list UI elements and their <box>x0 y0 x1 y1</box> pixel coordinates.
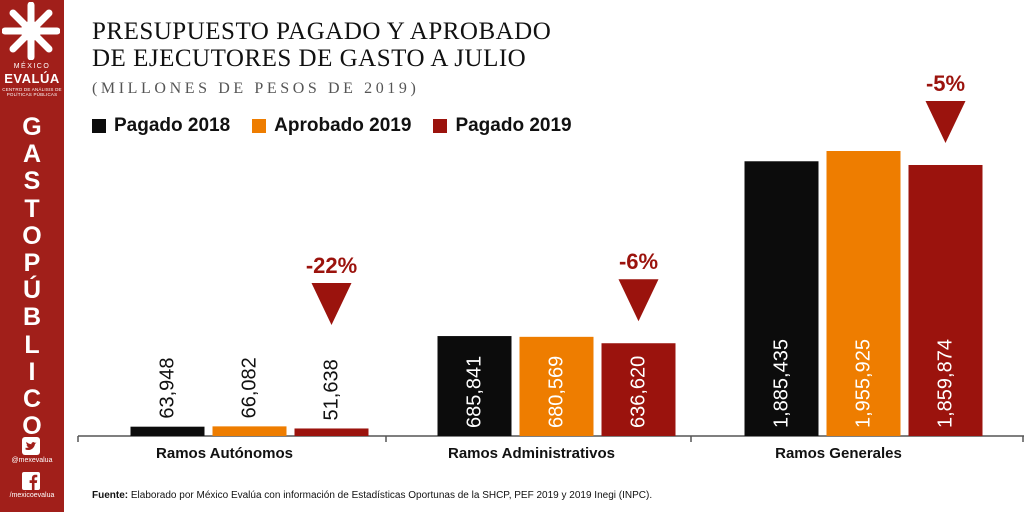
bar <box>519 336 594 436</box>
facebook-icon[interactable] <box>22 472 40 490</box>
data-label: 63,948 <box>157 358 179 419</box>
sidebar: MÉXICO EVALÚA CENTRO DE ANÁLISIS DE POLÍ… <box>0 0 64 512</box>
bar <box>212 426 287 436</box>
twitter-handle[interactable]: @mexevalua <box>11 457 53 464</box>
vertical-title-letter: S <box>23 167 41 196</box>
category-label: Ramos Administrativos <box>448 445 615 462</box>
vertical-title-letter: I <box>28 357 36 386</box>
legend: Pagado 2018 Aprobado 2019 Pagado 2019 <box>92 115 594 137</box>
vertical-title-letter: T <box>24 194 40 223</box>
legend-swatch <box>92 119 106 133</box>
change-label: -5% <box>926 71 965 96</box>
source-note: Fuente: Elaborado por México Evalúa con … <box>92 490 652 501</box>
vertical-title-letter: Ú <box>22 276 42 305</box>
vertical-title-letter: O <box>22 221 42 250</box>
vertical-title-letter: G <box>22 113 42 141</box>
bar <box>294 428 369 436</box>
legend-label: Aprobado 2019 <box>274 115 412 136</box>
data-label: 1,885,435 <box>771 339 793 428</box>
org-top-text: MÉXICO <box>13 63 51 70</box>
vertical-title-letter: B <box>22 303 42 332</box>
vertical-title-letter: L <box>24 330 40 359</box>
source-text: Elaborado por México Evalúa con informac… <box>130 490 653 501</box>
title-line-2: DE EJECUTORES DE GASTO A JULIO <box>92 45 527 72</box>
bar <box>130 426 205 436</box>
legend-swatch <box>433 119 448 133</box>
vertical-title-letter: A <box>22 140 42 169</box>
data-label: 51,638 <box>321 359 343 420</box>
data-label: 66,082 <box>239 357 261 418</box>
data-label: 1,859,874 <box>935 339 957 428</box>
bar <box>437 336 512 436</box>
change-label: -6% <box>619 249 658 274</box>
category-label: Ramos Autónomos <box>156 445 293 462</box>
bar <box>601 343 676 436</box>
legend-label: Pagado 2019 <box>455 115 572 136</box>
bar <box>908 164 983 436</box>
change-arrow <box>925 100 966 143</box>
data-label: 685,841 <box>464 356 486 428</box>
change-arrow <box>311 283 352 325</box>
bar <box>744 161 819 436</box>
data-label: 636,620 <box>628 356 650 428</box>
legend-item: Aprobado 2019 <box>252 115 411 137</box>
data-label: 1,955,925 <box>853 339 875 428</box>
legend-item: Pagado 2019 <box>433 115 572 137</box>
legend-swatch <box>252 119 267 133</box>
legend-label: Pagado 2018 <box>114 115 231 136</box>
facebook-handle[interactable]: /mexicoevalua <box>9 492 55 499</box>
logo-star-icon <box>2 2 60 60</box>
data-label: 680,569 <box>546 356 568 428</box>
bar <box>826 151 901 436</box>
org-name: EVALÚA <box>4 71 60 86</box>
vertical-title-letter: C <box>22 385 42 414</box>
title-line-1: PRESUPUESTO PAGADO Y APROBADO <box>92 18 552 45</box>
bar-chart: 63,948 66,082 51,638 -22% Ramos Autónomos 685… <box>77 71 1024 462</box>
org-subtitle: CENTRO DE ANÁLISIS DE POLÍTICAS PÚBLICAS <box>2 87 62 97</box>
change-arrow <box>618 279 659 322</box>
legend-item: Pagado 2018 <box>92 115 230 137</box>
change-label: -22% <box>306 253 357 278</box>
vertical-title-letter: O <box>22 412 42 441</box>
vertical-title-letter: P <box>23 249 41 278</box>
chart-title: PRESUPUESTO PAGADO Y APROBADO DE EJECUTO… <box>92 18 551 72</box>
chart-subtitle: (MILLONES DE PESOS DE 2019) <box>92 80 420 97</box>
twitter-icon[interactable] <box>22 437 40 455</box>
source-label: Fuente: <box>92 490 129 501</box>
category-label: Ramos Generales <box>775 445 902 462</box>
